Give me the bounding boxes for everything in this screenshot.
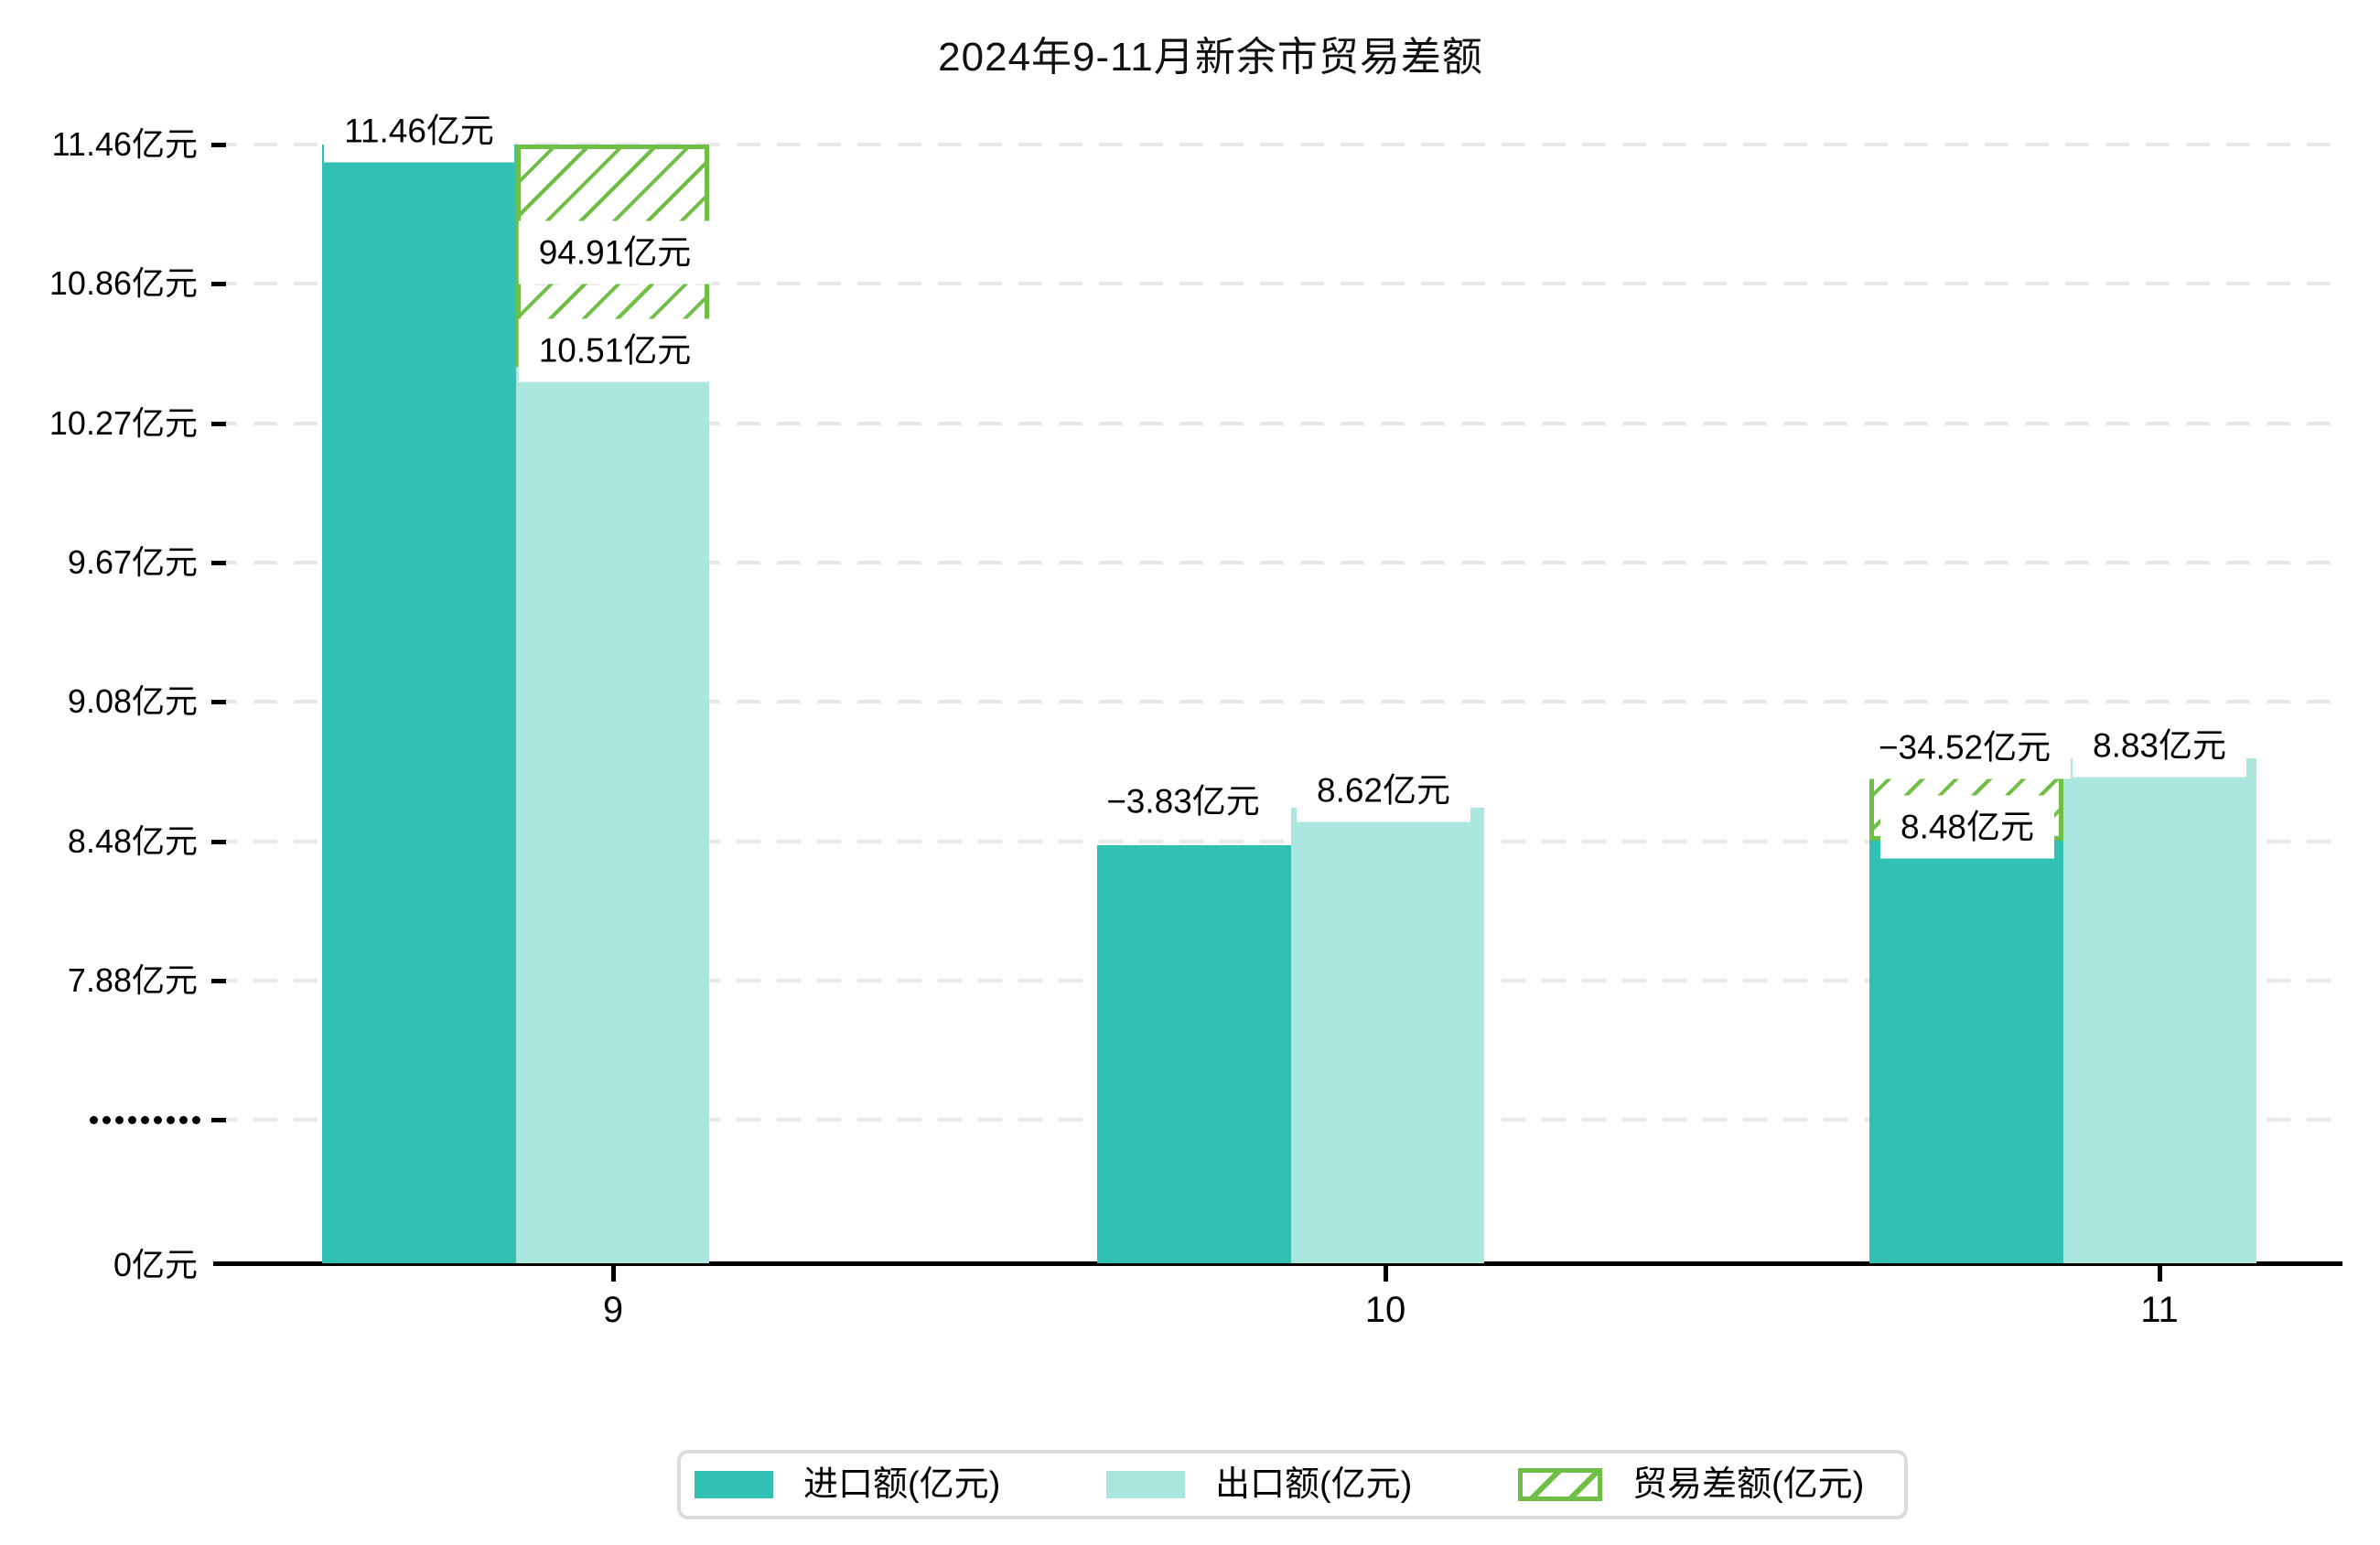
label-balance-11: −34.52亿元 bbox=[1858, 715, 2072, 779]
label-export-11: 8.83亿元 bbox=[2072, 713, 2247, 778]
label-balance-9: 94.91亿元 bbox=[518, 220, 712, 284]
label-balance-10: −3.83亿元 bbox=[1086, 769, 1280, 833]
y-axis-tick bbox=[211, 282, 226, 287]
bar-import-9 bbox=[322, 145, 516, 1263]
bar-export-9 bbox=[516, 366, 709, 1263]
y-axis-tick bbox=[211, 978, 226, 983]
y-axis-tick bbox=[211, 700, 226, 705]
legend-item-export: 出口额(亿元) bbox=[1106, 1454, 1412, 1516]
bar-import-11 bbox=[1869, 840, 2063, 1263]
legend-label-balance: 贸易差额(亿元) bbox=[1632, 1465, 1865, 1504]
y-axis-tick-label: 9.67亿元 bbox=[67, 542, 198, 581]
y-axis-tick-label: 7.88亿元 bbox=[67, 960, 198, 999]
y-axis-tick bbox=[211, 839, 226, 844]
x-axis-tick bbox=[1384, 1266, 1388, 1282]
legend-label-import: 进口额(亿元) bbox=[803, 1465, 1001, 1504]
label-import-9: 11.46亿元 bbox=[324, 99, 514, 163]
legend-label-export: 出口额(亿元) bbox=[1215, 1465, 1413, 1504]
label-import-11: 8.48亿元 bbox=[1879, 795, 2055, 859]
y-axis-tick-label: 8.48亿元 bbox=[67, 821, 198, 860]
y-axis-tick-label: 9.08亿元 bbox=[67, 682, 198, 721]
y-axis-zero-label: 0亿元 bbox=[113, 1246, 198, 1283]
gridline bbox=[213, 560, 2342, 564]
bar-import-10 bbox=[1097, 844, 1291, 1263]
bar-export-10 bbox=[1291, 808, 1484, 1263]
gridline bbox=[213, 421, 2342, 425]
axis-break-dots-icon bbox=[90, 1116, 200, 1124]
y-axis-tick bbox=[211, 1118, 226, 1122]
y-axis-tick bbox=[211, 421, 226, 426]
chart-title: 2024年9-11月新余市贸易差额 bbox=[938, 35, 1483, 80]
x-axis-tick bbox=[2158, 1266, 2162, 1282]
gridline bbox=[213, 839, 2342, 843]
x-axis-line bbox=[213, 1261, 2342, 1266]
x-axis-tick-label: 11 bbox=[2140, 1290, 2179, 1330]
y-axis-tick-label: 10.86亿元 bbox=[48, 264, 198, 303]
legend-item-balance: 贸易差额(亿元) bbox=[1518, 1454, 1864, 1516]
y-axis-tick-label: 10.27亿元 bbox=[48, 403, 198, 442]
export-swatch-icon bbox=[1106, 1471, 1185, 1498]
x-axis-tick bbox=[611, 1266, 616, 1282]
legend-item-import: 进口额(亿元) bbox=[695, 1454, 1000, 1516]
legend: 进口额(亿元) 出口额(亿元) 贸易差额(亿元) bbox=[677, 1450, 1908, 1519]
y-axis-tick-label: 11.46亿元 bbox=[51, 125, 198, 163]
label-export-9: 10.51亿元 bbox=[518, 318, 712, 382]
bar-export-11 bbox=[2063, 758, 2256, 1263]
x-axis-tick-label: 10 bbox=[1364, 1290, 1406, 1330]
x-axis-tick-label: 9 bbox=[602, 1290, 624, 1330]
gridline bbox=[213, 700, 2342, 704]
gridline bbox=[213, 143, 2342, 146]
label-export-10: 8.62亿元 bbox=[1296, 758, 1471, 822]
gridline bbox=[213, 282, 2342, 286]
y-axis-tick bbox=[211, 143, 226, 147]
balance-hatch-swatch-icon bbox=[1518, 1468, 1602, 1501]
y-axis-tick bbox=[211, 560, 226, 565]
import-swatch-icon bbox=[695, 1471, 773, 1498]
